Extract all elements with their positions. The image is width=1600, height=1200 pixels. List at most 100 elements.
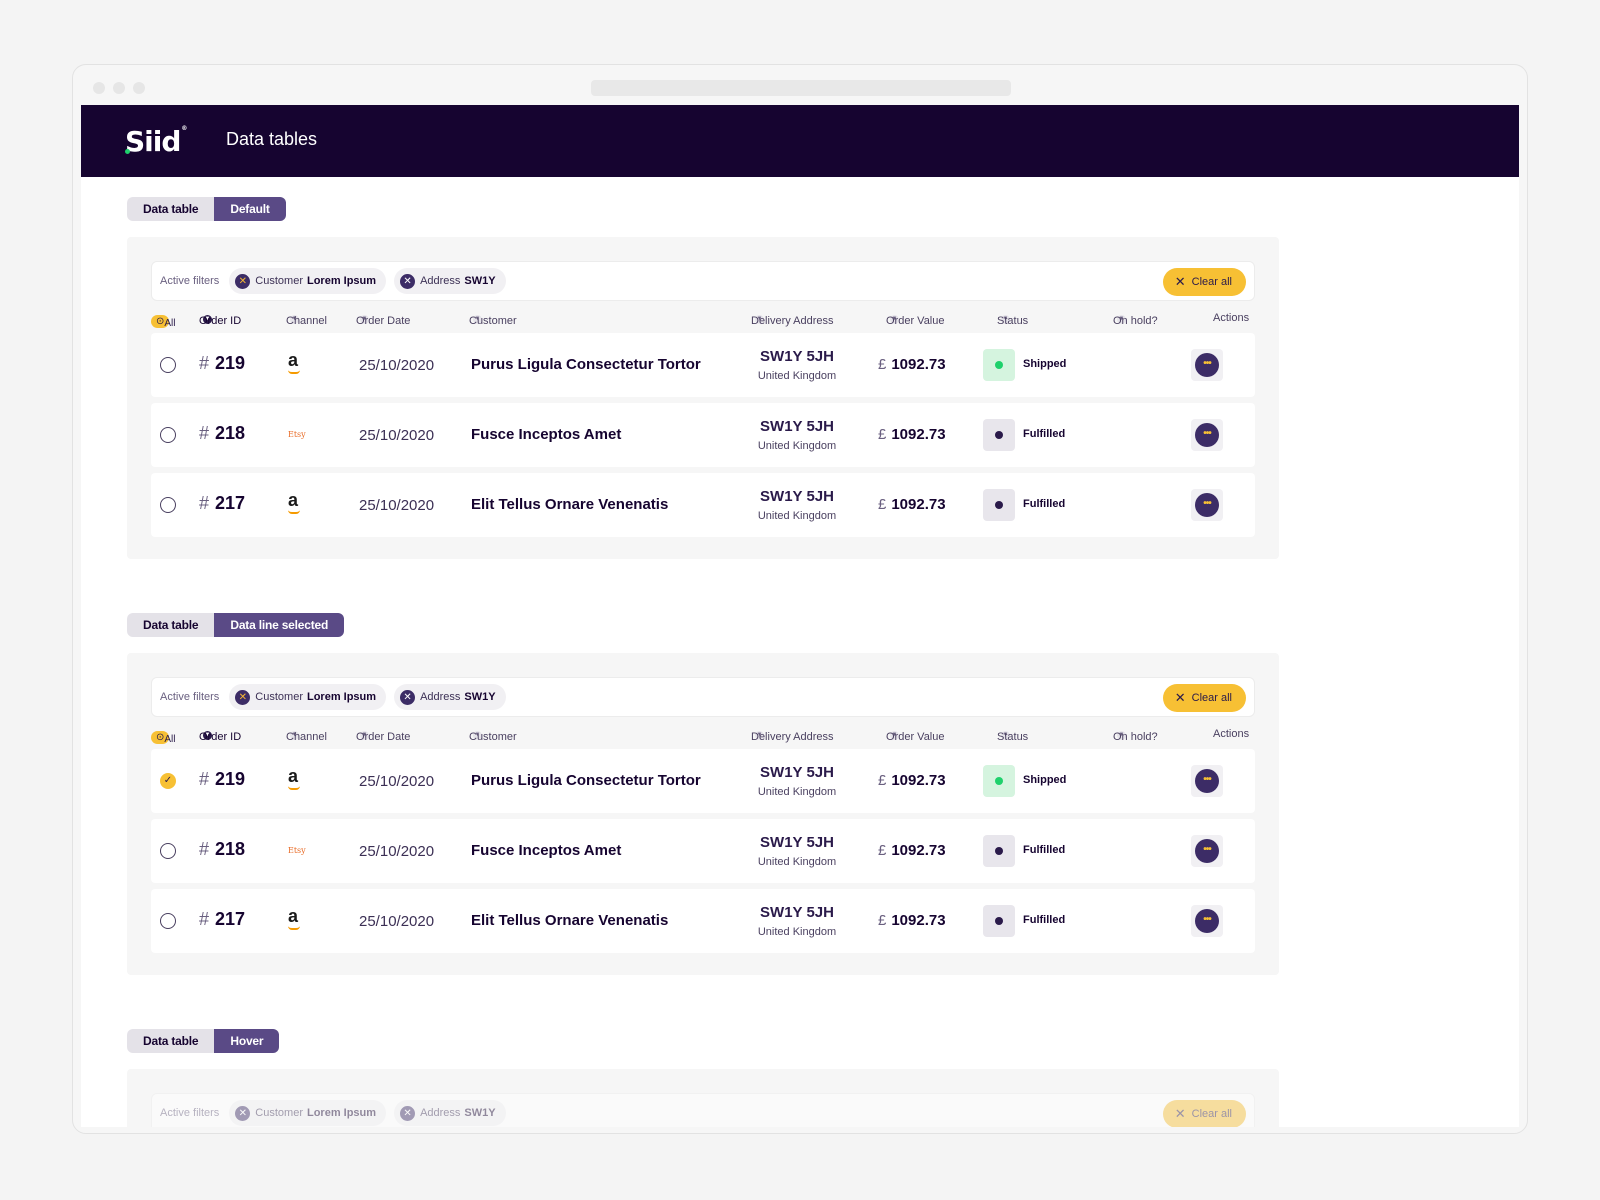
column-customer[interactable]: Customer ▼: [469, 728, 517, 743]
page-viewport: Siid® Data tables Data table Default Act…: [81, 105, 1519, 1127]
customer-name: Purus Ligula Consectetur Tortor: [471, 356, 701, 373]
clear-all-button[interactable]: ✕ Clear all: [1162, 684, 1246, 712]
row-checkbox[interactable]: [160, 913, 176, 929]
table-row[interactable]: #218 Etsy 25/10/2020 Fusce Inceptos Amet…: [151, 819, 1255, 883]
column-label: On hold?: [1113, 315, 1158, 327]
filter-chip-address[interactable]: ✕ Address SW1Y: [394, 1100, 506, 1126]
close-icon: ✕: [1174, 274, 1186, 289]
window-minimize-dot[interactable]: [113, 82, 125, 94]
filter-chip-customer[interactable]: ✕ Customer Lorem Ipsum: [229, 1100, 387, 1126]
chip-value: Lorem Ipsum: [306, 1107, 377, 1119]
chip-value: SW1Y: [464, 1107, 496, 1119]
column-order-date[interactable]: Order Date ▼: [356, 728, 410, 743]
status-indicator: [983, 489, 1015, 521]
column-status[interactable]: Status ▼: [997, 728, 1028, 743]
table-row[interactable]: #218 Etsy 25/10/2020 Fusce Inceptos Amet…: [151, 403, 1255, 467]
column-order-value[interactable]: Order Value ▼: [886, 728, 945, 743]
sort-caret-icon: ▼: [890, 315, 899, 324]
amazon-smile-icon: [288, 786, 300, 790]
currency-symbol: £: [878, 496, 887, 513]
order-number: 219: [215, 353, 246, 373]
order-date: 25/10/2020: [359, 843, 435, 860]
clear-all-button[interactable]: ✕ Clear all: [1162, 1100, 1246, 1127]
column-label: Order Value: [886, 315, 945, 327]
logo-text: Siid: [125, 125, 181, 158]
status-indicator: [983, 765, 1015, 797]
section-tag-hover: Data table Hover: [127, 1029, 280, 1053]
data-table-panel-selected: Active filters ✕ Customer Lorem Ipsum ✕ Add…: [127, 653, 1279, 975]
filter-chip-address[interactable]: ✕ Address SW1Y: [394, 268, 506, 294]
delivery-country: United Kingdom: [757, 926, 837, 938]
chip-value: SW1Y: [464, 275, 496, 287]
table-row[interactable]: #217 a 25/10/2020 Elit Tellus Ornare Ven…: [151, 889, 1255, 953]
row-actions-button[interactable]: •••: [1191, 905, 1223, 937]
column-delivery-address[interactable]: Delivery Address ▼: [751, 312, 834, 327]
row-actions-button[interactable]: •••: [1191, 489, 1223, 521]
column-on-hold[interactable]: On hold? ▼: [1113, 728, 1158, 743]
row-actions-button[interactable]: •••: [1191, 419, 1223, 451]
column-order-value[interactable]: Order Value ▼: [886, 312, 945, 327]
column-order-date[interactable]: Order Date ▼: [356, 312, 410, 327]
filter-chip-customer[interactable]: ✕ Customer Lorem Ipsum: [229, 268, 387, 294]
table-row-selected[interactable]: ✓ #219 a 25/10/2020 Purus Ligula Consect…: [151, 749, 1255, 813]
customer-name: Elit Tellus Ornare Venenatis: [471, 912, 669, 929]
status-dot-icon: [995, 501, 1003, 509]
row-checkbox[interactable]: [160, 843, 176, 859]
remove-filter-icon[interactable]: ✕: [400, 1105, 416, 1121]
sort-caret-icon: ▼: [203, 315, 212, 324]
address-bar[interactable]: [591, 80, 1011, 96]
delivery-country: United Kingdom: [757, 786, 837, 798]
row-actions-button[interactable]: •••: [1191, 835, 1223, 867]
column-actions: Actions: [1213, 728, 1250, 740]
sort-caret-icon: ▼: [755, 315, 764, 324]
status-dot-icon: [995, 917, 1003, 925]
row-checkbox-checked[interactable]: ✓: [160, 773, 176, 789]
remove-filter-icon[interactable]: ✕: [400, 689, 416, 705]
remove-filter-icon[interactable]: ✕: [400, 273, 416, 289]
hash-symbol: #: [199, 493, 210, 513]
currency-symbol: £: [878, 356, 887, 373]
window-maximize-dot[interactable]: [133, 82, 145, 94]
filter-chip-customer[interactable]: ✕ Customer Lorem Ipsum: [229, 684, 387, 710]
column-order-id[interactable]: Order ID ▼: [199, 312, 241, 327]
column-label: Delivery Address: [751, 731, 834, 743]
window-close-dot[interactable]: [93, 82, 105, 94]
remove-filter-icon[interactable]: ✕: [235, 1105, 251, 1121]
column-channel[interactable]: Channel ▼: [286, 312, 327, 327]
filter-chip-address[interactable]: ✕ Address SW1Y: [394, 684, 506, 710]
row-actions-button[interactable]: •••: [1191, 349, 1223, 381]
currency-symbol: £: [878, 912, 887, 929]
remove-filter-icon[interactable]: ✕: [235, 689, 251, 705]
column-order-id[interactable]: Order ID ▼: [199, 728, 241, 743]
table-row[interactable]: #219 a 25/10/2020 Purus Ligula Consectet…: [151, 333, 1255, 397]
etsy-channel-icon: Etsy: [288, 846, 306, 855]
clear-all-button[interactable]: ✕ Clear all: [1162, 268, 1246, 296]
remove-filter-icon[interactable]: ✕: [235, 273, 251, 289]
tag-label: Data table: [127, 197, 215, 221]
order-date: 25/10/2020: [359, 357, 435, 374]
column-label: Customer: [469, 731, 517, 743]
table-row[interactable]: #217 a 25/10/2020 Elit Tellus Ornare Ven…: [151, 473, 1255, 537]
column-customer[interactable]: Customer ▼: [469, 312, 517, 327]
hash-symbol: #: [199, 909, 210, 929]
order-number: 217: [215, 909, 246, 929]
row-checkbox[interactable]: [160, 497, 176, 513]
hash-symbol: #: [199, 839, 210, 859]
row-checkbox[interactable]: [160, 357, 176, 373]
amount: 1092.73: [891, 842, 946, 859]
column-status[interactable]: Status ▼: [997, 312, 1028, 327]
more-options-icon: •••: [1195, 909, 1219, 933]
order-value: £1092.73: [878, 772, 946, 789]
column-on-hold[interactable]: On hold? ▼: [1113, 312, 1158, 327]
amazon-smile-icon: [288, 370, 300, 374]
row-checkbox[interactable]: [160, 427, 176, 443]
more-options-icon: •••: [1195, 423, 1219, 447]
more-options-icon: •••: [1195, 493, 1219, 517]
siid-logo[interactable]: Siid®: [125, 125, 187, 158]
column-delivery-address[interactable]: Delivery Address ▼: [751, 728, 834, 743]
app-header: Siid® Data tables: [81, 105, 1519, 177]
row-actions-button[interactable]: •••: [1191, 765, 1223, 797]
column-channel[interactable]: Channel ▼: [286, 728, 327, 743]
sort-caret-icon: ▼: [1117, 315, 1126, 324]
customer-name: Fusce Inceptos Amet: [471, 426, 622, 443]
